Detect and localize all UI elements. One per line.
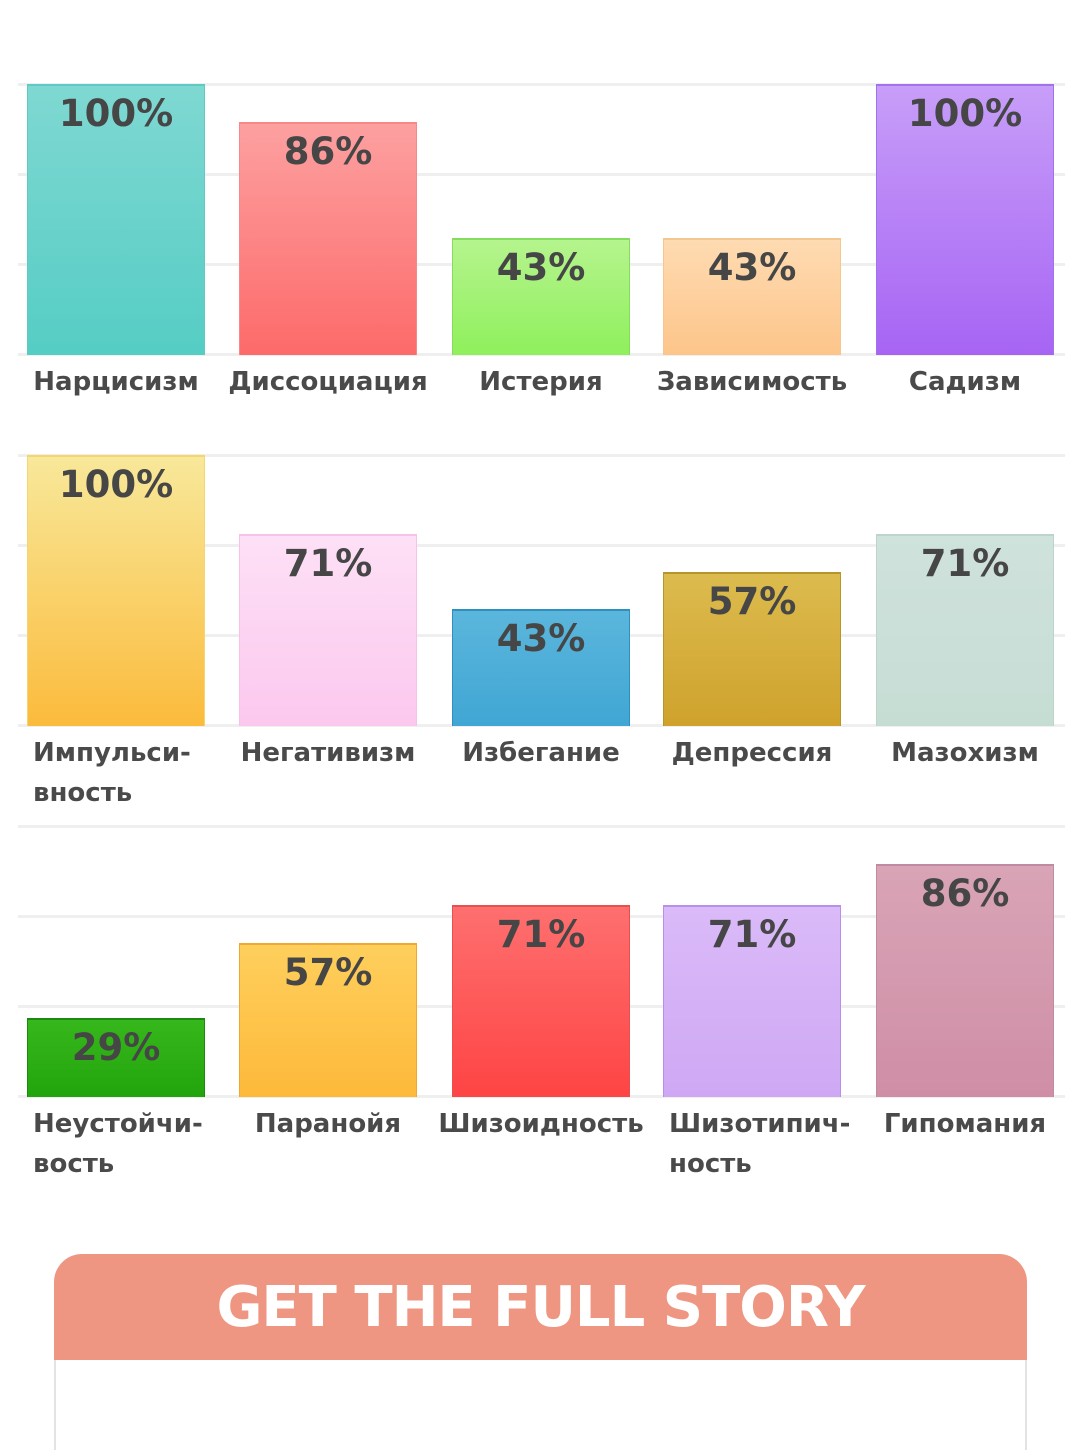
bar: 43%: [452, 238, 630, 355]
bar: 100%: [876, 84, 1054, 355]
bar-value-label: 86%: [920, 872, 1010, 915]
cta-panel: [54, 1360, 1027, 1450]
bar-value-label: 57%: [283, 951, 373, 994]
bar: 71%: [452, 905, 630, 1097]
bar: 100%: [27, 84, 205, 355]
bar-value-label: 86%: [283, 130, 373, 173]
category-label: Гипомания: [883, 1109, 1047, 1139]
bar: 100%: [27, 455, 205, 726]
bar-value-label: 43%: [707, 246, 797, 289]
chart-group-3: 29% Неустойчи-вость 57% Паранойя 71% Шизоидно…: [18, 825, 1065, 1179]
gridline: [18, 83, 1065, 86]
bar: 29%: [27, 1018, 205, 1097]
category-label: Мазохизм: [891, 738, 1039, 768]
bar-value-label: 100%: [58, 92, 174, 135]
bar-value-label: 100%: [58, 463, 174, 506]
chart-group-2: 100% Импульси-вность 71% Негативизм 43% Избег…: [18, 454, 1065, 808]
chart-group-1: 100% Нарцисизм 86% Диссоциация 43% Истерия 43%…: [18, 83, 1065, 397]
category-label: Истерия: [479, 367, 603, 397]
bar: 71%: [876, 534, 1054, 726]
category-label: Садизм: [908, 367, 1022, 397]
gridline: [18, 454, 1065, 457]
bar-value-label: 57%: [707, 580, 797, 623]
category-label: Шизоидность: [438, 1109, 644, 1139]
category-label: Импульси-вность: [33, 738, 191, 808]
category-label: Паранойя: [254, 1109, 402, 1139]
bar: 71%: [239, 534, 417, 726]
category-label: Неустойчи-вость: [33, 1109, 203, 1179]
bar-value-label: 43%: [496, 246, 586, 289]
bar: 43%: [452, 609, 630, 726]
bar-value-label: 71%: [920, 542, 1010, 585]
gridline: [18, 825, 1065, 828]
category-label: Шизотипич-ность: [669, 1109, 851, 1179]
gridline: [18, 173, 1065, 176]
bar-value-label: 71%: [496, 913, 586, 956]
bar: 57%: [239, 943, 417, 1097]
category-label: Диссоциация: [228, 367, 428, 397]
get-full-story-button[interactable]: GET THE FULL STORY: [54, 1254, 1027, 1360]
bar: 43%: [663, 238, 841, 355]
bar-value-label: 43%: [496, 617, 586, 660]
category-label: Депрессия: [671, 738, 833, 768]
bar-value-label: 71%: [707, 913, 797, 956]
bar: 57%: [663, 572, 841, 726]
bar: 71%: [663, 905, 841, 1097]
category-label: Зависимость: [656, 367, 848, 397]
gridline: [18, 544, 1065, 547]
bar-value-label: 29%: [71, 1026, 161, 1069]
bar-value-label: 71%: [283, 542, 373, 585]
category-label: Негативизм: [240, 738, 416, 768]
category-label: Нарцисизм: [33, 367, 199, 397]
bar: 86%: [239, 122, 417, 355]
bar-value-label: 100%: [907, 92, 1023, 135]
cta-label: GET THE FULL STORY: [216, 1275, 865, 1340]
bar: 86%: [876, 864, 1054, 1097]
category-label: Избегание: [462, 738, 620, 768]
